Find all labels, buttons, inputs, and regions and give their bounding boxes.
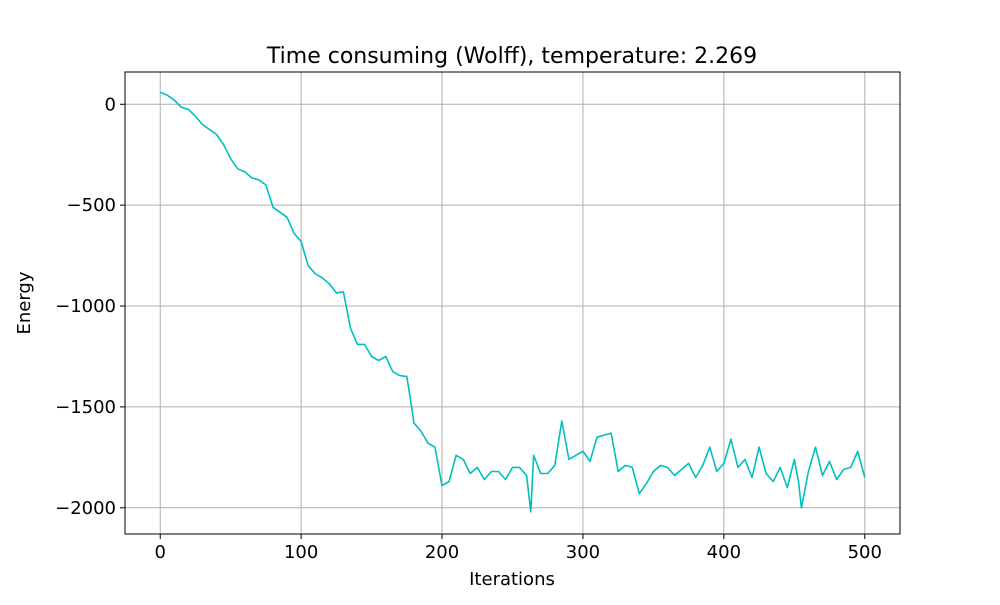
x-tick-label: 500 <box>848 542 882 563</box>
y-tick-label: −2000 <box>55 498 116 519</box>
x-tick-label: 400 <box>707 542 741 563</box>
y-axis-label: Energy <box>14 271 35 334</box>
y-tick-label: 0 <box>105 94 116 115</box>
chart-title: Time consuming (Wolff), temperature: 2.2… <box>266 44 757 69</box>
y-tick-label: −500 <box>67 195 116 216</box>
energy-series-line <box>159 91 866 513</box>
x-axis-label: Iterations <box>469 569 555 590</box>
x-tick-label: 0 <box>155 542 166 563</box>
axis-ticks: 0 100 200 300 400 500 0 −500 −1000 −1500 −2000 <box>55 94 882 563</box>
x-tick-label: 300 <box>566 542 600 563</box>
y-tick-label: −1500 <box>55 397 116 418</box>
plot-area-frame <box>124 71 901 535</box>
y-tick-label: −1000 <box>55 296 116 317</box>
x-tick-label: 100 <box>284 542 318 563</box>
x-tick-label: 200 <box>425 542 459 563</box>
series-layer <box>159 91 866 513</box>
grid-lines <box>125 72 900 534</box>
